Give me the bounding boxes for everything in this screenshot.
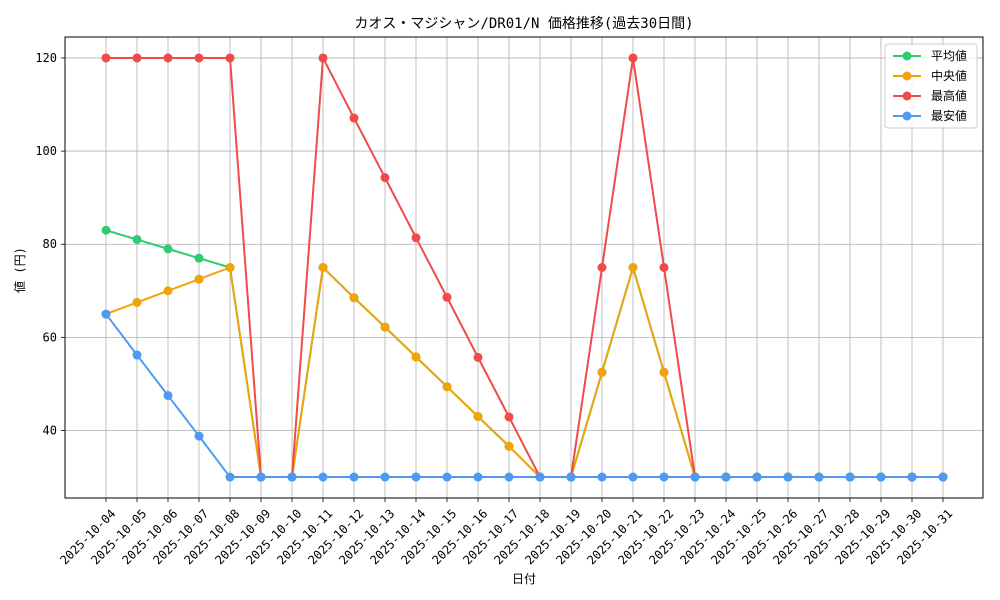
data-point [442, 382, 452, 392]
data-point [411, 233, 421, 243]
legend-swatch-marker [902, 91, 912, 101]
series-layer [101, 53, 948, 482]
legend-label: 最安値 [931, 108, 967, 123]
data-point [628, 53, 638, 63]
data-point [845, 472, 855, 482]
data-point [380, 173, 390, 183]
data-point [225, 53, 235, 63]
data-point [349, 113, 359, 123]
data-point [442, 472, 452, 482]
data-point [690, 472, 700, 482]
data-point [101, 225, 111, 235]
data-point [194, 253, 204, 263]
y-tick-label: 120 [35, 51, 57, 65]
data-point [132, 235, 142, 245]
data-point [287, 472, 297, 482]
data-point [504, 472, 514, 482]
y-tick-label: 40 [43, 423, 57, 437]
data-point [566, 472, 576, 482]
legend-label: 中央値 [931, 68, 967, 83]
data-point [628, 263, 638, 272]
data-point [504, 441, 514, 451]
data-point [411, 352, 421, 362]
data-point [411, 472, 421, 482]
data-point [163, 391, 173, 401]
data-point [876, 472, 886, 482]
data-point [380, 322, 390, 332]
data-point [473, 472, 483, 482]
data-point [225, 263, 235, 272]
data-point [194, 53, 204, 63]
data-point [225, 472, 235, 482]
data-point [380, 472, 390, 482]
data-point [163, 286, 173, 296]
data-point [597, 472, 607, 482]
y-axis-title: 値 (円) [12, 247, 27, 293]
legend-swatch-marker [902, 71, 912, 81]
y-tick-label: 60 [43, 330, 57, 344]
legend-item: 最安値 [893, 108, 967, 123]
data-point [597, 367, 607, 377]
data-point [628, 472, 638, 482]
data-point [442, 292, 452, 302]
data-point [132, 297, 142, 307]
data-point [101, 53, 111, 63]
data-point [163, 53, 173, 63]
chart-title: カオス・マジシャン/DR01/N 価格推移(過去30日間) [354, 16, 693, 32]
data-point [535, 472, 545, 482]
data-point [907, 472, 917, 482]
legend-box [884, 43, 978, 129]
legend-label: 平均値 [931, 48, 967, 63]
data-point [721, 472, 731, 482]
legend-item: 最高値 [893, 88, 967, 103]
x-axis-title: 日付 [512, 572, 536, 586]
data-point [256, 472, 266, 482]
plot-area-frame [64, 36, 984, 499]
data-point [597, 263, 607, 272]
data-point [504, 412, 514, 422]
data-point [163, 244, 173, 254]
series-3 [101, 309, 948, 482]
data-point [349, 472, 359, 482]
legend-item: 平均値 [893, 48, 967, 63]
data-point [752, 472, 762, 482]
legend-label: 最高値 [931, 88, 967, 103]
data-point [473, 412, 483, 422]
y-tick-label: 80 [43, 237, 57, 251]
data-point [814, 472, 824, 482]
data-point [349, 293, 359, 303]
data-point [318, 472, 328, 482]
data-point [783, 472, 793, 482]
legend-swatch-marker [902, 51, 912, 61]
data-point [659, 263, 669, 272]
data-point [659, 472, 669, 482]
data-point [194, 431, 204, 441]
data-point [101, 309, 111, 319]
series-line [105, 313, 943, 479]
data-point [659, 367, 669, 377]
data-point [132, 350, 142, 360]
data-point [318, 53, 328, 63]
legend-item: 中央値 [893, 68, 967, 83]
data-point [194, 274, 204, 284]
y-tick-label: 100 [35, 144, 57, 158]
data-point [132, 53, 142, 63]
data-point [473, 352, 483, 362]
data-point [938, 472, 948, 482]
data-point [318, 263, 328, 272]
legend-swatch-marker [902, 111, 912, 121]
